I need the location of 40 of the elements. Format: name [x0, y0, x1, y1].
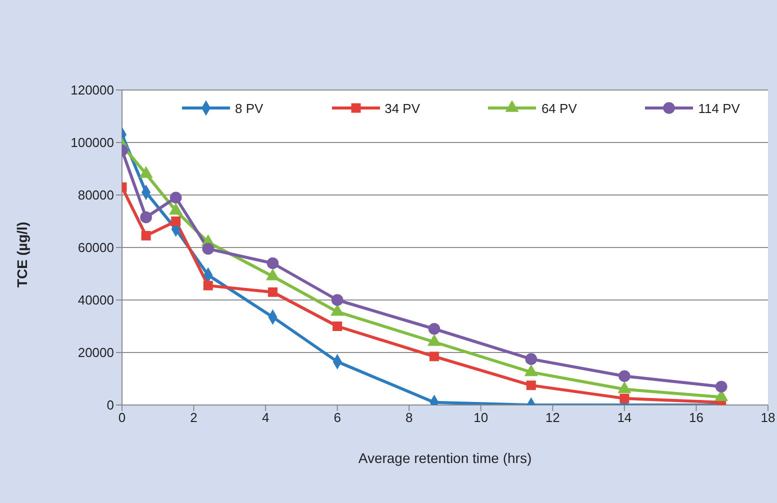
legend-label: 64 PV — [541, 100, 577, 116]
x-tick-label: 10 — [474, 410, 488, 426]
point — [203, 280, 213, 290]
y-axis-title: TCE (µg/l) — [14, 222, 30, 288]
x-tick-label: 8 — [405, 410, 413, 426]
point — [171, 216, 181, 226]
x-tick-label: 16 — [688, 410, 704, 426]
point — [620, 394, 630, 404]
y-tick-label: 60000 — [78, 240, 114, 256]
x-tick-label: 0 — [118, 410, 126, 426]
point — [202, 242, 214, 255]
x-tick-label: 14 — [617, 410, 632, 426]
point — [140, 211, 152, 224]
legend-label: 114 PV — [698, 100, 740, 116]
x-tick-label: 6 — [334, 410, 341, 426]
y-tick-label: 120000 — [70, 82, 114, 98]
y-tick-label: 40000 — [78, 292, 114, 308]
point — [526, 380, 536, 390]
x-axis-title: Average retention time (hrs) — [358, 450, 532, 466]
point — [428, 322, 440, 335]
y-tick-label: 80000 — [78, 188, 114, 203]
point — [170, 192, 182, 204]
y-tick-label: 0 — [106, 398, 114, 413]
x-tick-label: 18 — [760, 410, 776, 426]
point — [525, 353, 538, 365]
legend-label: 34 PV — [384, 100, 420, 116]
point — [332, 322, 342, 331]
point — [268, 287, 278, 297]
point — [715, 380, 728, 393]
point — [331, 294, 344, 306]
point — [429, 352, 439, 362]
legend-label: 8 PV — [235, 100, 264, 116]
y-tick-label: 20000 — [78, 345, 114, 360]
point — [618, 370, 630, 382]
x-tick-label: 4 — [262, 410, 270, 426]
x-tick-label: 12 — [545, 410, 560, 426]
y-tick-label: 100000 — [70, 135, 114, 150]
point — [266, 257, 279, 270]
x-tick-label: 2 — [190, 410, 198, 426]
point — [141, 230, 151, 240]
